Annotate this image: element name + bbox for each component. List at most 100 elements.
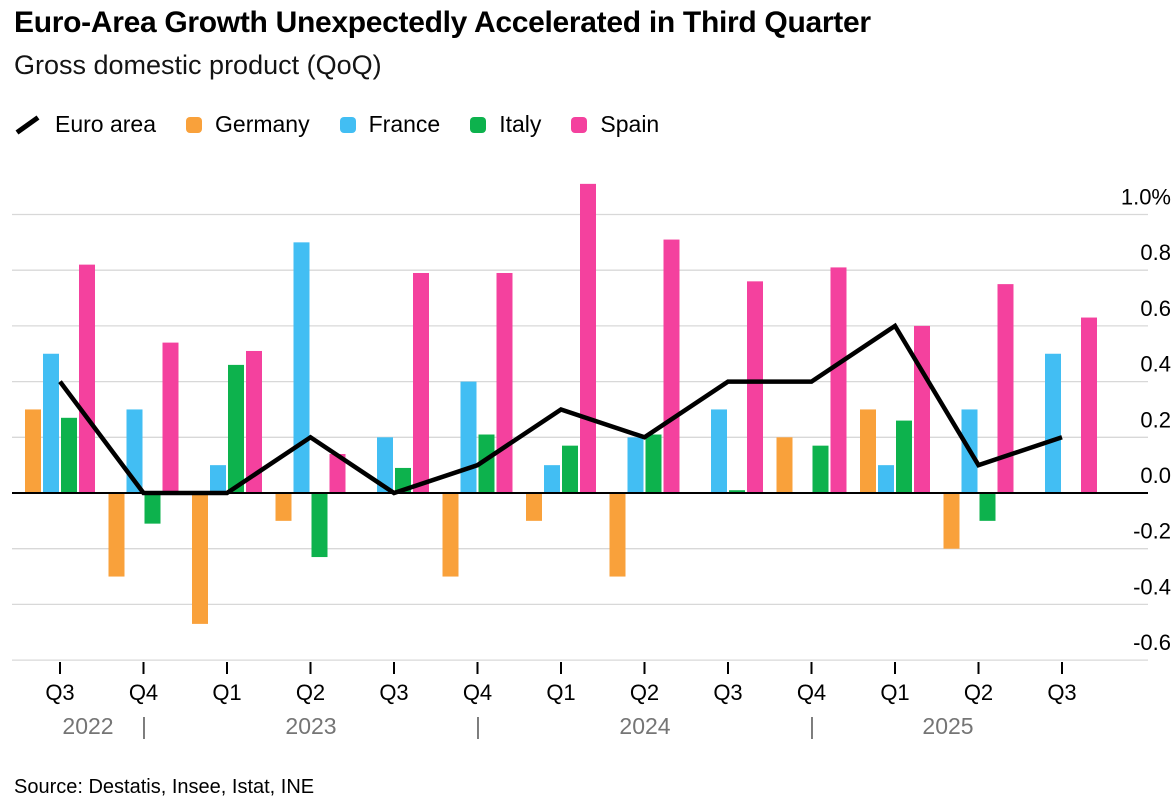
bar-germany-q2-2024 — [609, 493, 626, 577]
legend-label-spain: Spain — [600, 111, 660, 137]
france-swatch-icon — [339, 116, 356, 133]
bar-germany-q2-2025 — [943, 493, 960, 549]
bar-italy-q4-2024 — [812, 445, 829, 493]
bar-france-q2-2023 — [293, 242, 310, 493]
y-label-0.8: 0.8 — [1140, 240, 1171, 265]
legend-label-france: France — [368, 111, 441, 137]
year-separator: | — [141, 713, 147, 739]
bar-france-q1-2024 — [544, 465, 560, 493]
bar-france-q3-2022 — [43, 353, 59, 493]
bar-italy-q3-2024 — [729, 490, 745, 493]
x-label-q1-2023: Q1 — [212, 680, 241, 705]
legend-item-italy: Italy — [470, 111, 541, 138]
x-label-q1-2024: Q1 — [546, 680, 575, 705]
euro-area-line-icon — [15, 114, 40, 135]
chart-subtitle: Gross domestic product (QoQ) — [14, 49, 382, 80]
bar-france-q1-2025 — [878, 465, 894, 493]
x-label-q2-2025: Q2 — [964, 680, 993, 705]
bar-spain-q3-2024 — [747, 281, 763, 493]
bar-series-germany — [25, 409, 960, 624]
bar-spain-q3-2023 — [413, 272, 429, 493]
x-label-q3-2022: Q3 — [45, 680, 74, 705]
spain-swatch-icon — [571, 116, 588, 133]
y-label-1.0%: 1.0% — [1121, 185, 1171, 210]
bar-spain-q1-2025 — [914, 325, 930, 493]
y-label--0.4: -0.4 — [1133, 574, 1171, 599]
bar-germany-q2-2023 — [275, 493, 292, 521]
x-label-q3-2024: Q3 — [713, 680, 742, 705]
y-label-0.2: 0.2 — [1140, 407, 1171, 432]
chart-header: Euro-Area Growth Unexpectedly Accelerate… — [14, 6, 871, 81]
x-label-q3-2023: Q3 — [379, 680, 408, 705]
bar-spain-q2-2023 — [329, 454, 346, 493]
bar-france-q1-2023 — [210, 465, 226, 493]
y-label-0.6: 0.6 — [1140, 296, 1171, 321]
x-axis: Q3 Q4 Q1 Q2 Q3 Q4 Q1 Q2 Q3 Q4 Q1 Q2 Q3 — [45, 662, 1077, 705]
y-axis-labels: 1.0% 0.8 0.6 0.4 0.2 0.0 -0.2 -0.4 -0.6 — [1121, 185, 1171, 656]
y-label-0.0: 0.0 — [1140, 463, 1171, 488]
bar-italy-q1-2023 — [228, 364, 244, 493]
x-label-q1-2025: Q1 — [880, 680, 909, 705]
bar-italy-q2-2023 — [311, 493, 328, 558]
legend-item-germany: Germany — [186, 111, 310, 138]
x-label-q4-2022: Q4 — [129, 680, 158, 705]
bar-italy-q4-2023 — [478, 434, 495, 493]
source-note: Source: Destatis, Insee, Istat, INE — [14, 776, 315, 798]
legend-label-italy: Italy — [499, 111, 542, 137]
bar-spain-q1-2024 — [580, 183, 596, 494]
bar-germany-q1-2024 — [526, 493, 542, 521]
bar-italy-q4-2022 — [144, 493, 161, 524]
year-label-2022: 2022 — [62, 713, 113, 739]
bar-spain-q4-2024 — [830, 267, 847, 493]
bar-italy-q1-2025 — [896, 420, 912, 493]
bars — [25, 183, 1097, 624]
x-label-q2-2023: Q2 — [296, 680, 325, 705]
bar-germany-q4-2023 — [442, 493, 459, 577]
y-label--0.2: -0.2 — [1133, 519, 1171, 544]
year-label-2024: 2024 — [619, 713, 670, 739]
bar-italy-q2-2025 — [979, 493, 996, 521]
x-label-q4-2023: Q4 — [463, 680, 492, 705]
year-labels: 2022 | 2023 | 2024 | 2025 — [62, 713, 973, 739]
bar-france-q2-2024 — [627, 437, 644, 493]
x-label-q4-2024: Q4 — [797, 680, 826, 705]
bar-italy-q1-2024 — [562, 445, 578, 493]
year-separator: | — [475, 713, 481, 739]
bar-italy-q2-2024 — [645, 434, 662, 493]
chart-legend: Euro area Germany France Italy Spain — [14, 111, 659, 138]
x-label-q2-2024: Q2 — [630, 680, 659, 705]
bar-germany-q4-2022 — [108, 493, 125, 577]
legend-item-euro-area: Euro area — [14, 111, 156, 138]
legend-label-germany: Germany — [215, 111, 310, 137]
bar-spain-q4-2022 — [162, 342, 179, 493]
year-label-2023: 2023 — [285, 713, 336, 739]
euro-area-line — [58, 322, 1063, 496]
bar-germany-q1-2023 — [192, 493, 208, 624]
y-label--0.6: -0.6 — [1133, 630, 1171, 655]
x-label-q3-2025: Q3 — [1047, 680, 1076, 705]
bar-spain-q2-2025 — [997, 284, 1014, 493]
page-title: Euro-Area Growth Unexpectedly Accelerate… — [14, 6, 871, 39]
bar-germany-q4-2024 — [776, 437, 793, 493]
bar-germany-q1-2025 — [860, 409, 876, 493]
bar-france-q4-2023 — [460, 381, 477, 493]
legend-item-spain: Spain — [571, 111, 659, 138]
year-label-2025: 2025 — [922, 713, 973, 739]
y-label-0.4: 0.4 — [1140, 352, 1171, 377]
bar-series-italy — [61, 364, 996, 558]
bar-france-q3-2023 — [377, 437, 393, 493]
bar-spain-q4-2023 — [496, 272, 513, 493]
legend-item-france: France — [339, 111, 441, 138]
bar-spain-q2-2024 — [663, 239, 680, 493]
bar-france-q3-2025 — [1045, 353, 1061, 493]
italy-swatch-icon — [470, 116, 487, 133]
bar-spain-q1-2023 — [246, 350, 262, 493]
bar-france-q3-2024 — [711, 409, 727, 493]
legend-label-euro-area: Euro area — [55, 111, 157, 137]
year-separator: | — [809, 713, 815, 739]
line-glyph — [15, 114, 40, 135]
bar-italy-q3-2022 — [61, 417, 77, 493]
bar-spain-q3-2025 — [1081, 317, 1097, 493]
